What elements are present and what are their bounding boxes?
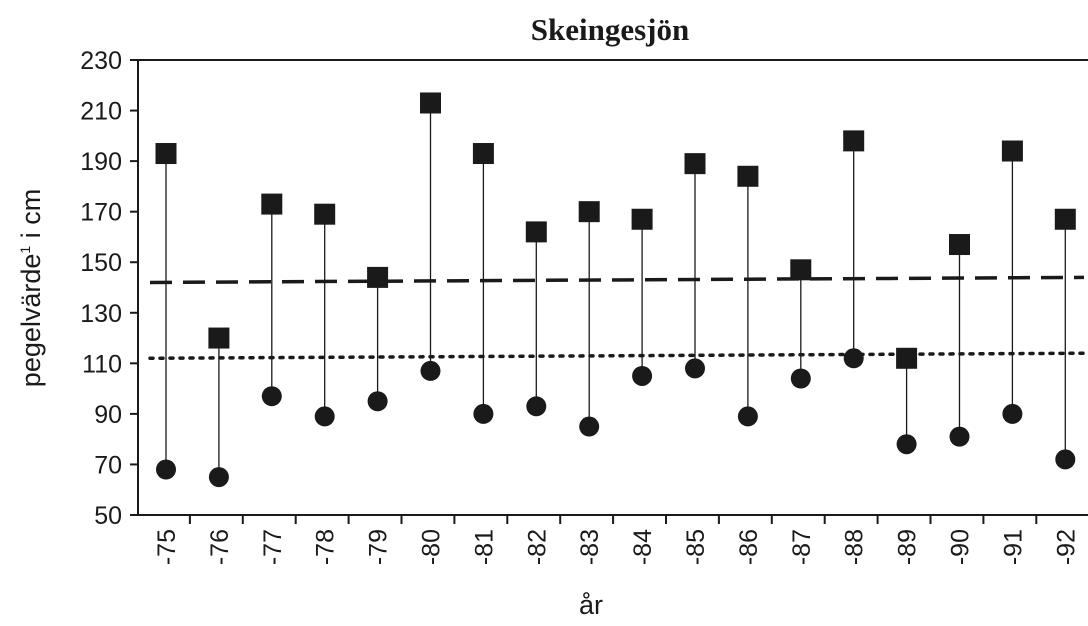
square-marker: [420, 92, 441, 114]
square-marker: [737, 165, 759, 187]
square-marker: [843, 130, 865, 152]
square-marker: [314, 203, 336, 225]
mean-low-line: [148, 351, 1086, 361]
square-marker: [631, 208, 653, 230]
x-axis-label: år: [579, 590, 603, 620]
reference-lines: [148, 275, 1086, 361]
x-tick-label: -75: [153, 529, 181, 565]
y-tick-label: 210: [80, 98, 122, 126]
y-axis-label-text: pegelvärde: [16, 254, 46, 388]
circle-marker: [579, 416, 600, 437]
x-tick-label: -89: [894, 529, 922, 565]
x-tick-label: -87: [788, 529, 816, 565]
circle-marker: [737, 406, 758, 427]
square-marker: [949, 234, 970, 256]
x-tick-label: -91: [999, 529, 1027, 565]
circle-marker: [685, 358, 705, 379]
x-ticks: -75 -76 -77 -78 -79 -80 -81 -82 -83 -84 -85 -86 -87-…: [153, 515, 1080, 565]
circle-marker: [896, 434, 917, 455]
x-tick-label: -76: [206, 529, 234, 565]
y-tick-label: 110: [82, 350, 122, 378]
chart-title: Skeingesjön: [531, 12, 689, 47]
y-tick-label: 130: [80, 300, 122, 328]
x-tick-label: -81: [470, 529, 498, 565]
y-tick-label: 170: [80, 199, 122, 227]
y-ticks: 50 70 90 110 130 150 170 190 210 230: [80, 47, 138, 530]
circle-marker: [156, 459, 176, 480]
x-tick-label: -92: [1052, 529, 1080, 565]
square-marker: [790, 259, 812, 281]
circle-marker: [261, 386, 282, 407]
y-axis-label-unit: i cm: [16, 189, 46, 246]
x-tick-label: -77: [259, 529, 287, 565]
circle-marker: [632, 365, 653, 386]
x-tick-label: -79: [365, 529, 393, 565]
x-tick-label: -86: [735, 529, 763, 565]
y-tick-label: 190: [80, 148, 122, 176]
circle-marker: [843, 348, 864, 369]
square-marker: [1054, 208, 1076, 230]
circle-marker: [314, 406, 335, 427]
y-tick-label: 50: [94, 502, 122, 530]
y-tick-label: 90: [94, 401, 122, 429]
square-marker: [1001, 140, 1023, 162]
circle-marker: [1055, 449, 1076, 470]
x-tick-label: -90: [947, 529, 975, 565]
x-tick-label: -85: [682, 529, 710, 565]
square-marker: [684, 153, 706, 175]
circle-marker: [367, 391, 388, 412]
mean-high-line: [149, 275, 1085, 285]
y-axis-label-superscript: 1: [17, 246, 33, 254]
y-tick-label: 150: [80, 249, 122, 277]
data-markers: [155, 92, 1076, 488]
x-tick-label: -80: [418, 529, 446, 565]
x-tick-label: -82: [523, 529, 551, 565]
square-marker: [896, 347, 918, 369]
circle-marker: [1002, 403, 1023, 424]
x-tick-label: -84: [629, 529, 657, 565]
square-marker: [367, 266, 389, 288]
y-tick-label: 70: [94, 451, 122, 479]
circle-marker: [790, 368, 811, 389]
circle-marker: [949, 426, 970, 447]
circle-marker: [473, 403, 494, 424]
y-axis-label: pegelvärde1 i cm: [16, 189, 46, 387]
square-marker: [525, 221, 547, 243]
x-tick-label: -83: [576, 529, 604, 565]
circle-marker: [420, 360, 441, 381]
circle-marker: [208, 467, 229, 488]
x-tick-label: -88: [841, 529, 869, 565]
circle-marker: [526, 396, 547, 417]
range-stems: [165, 102, 1066, 478]
y-tick-label: 230: [80, 47, 122, 75]
x-tick-label: -78: [312, 529, 340, 565]
square-marker: [261, 193, 283, 215]
square-marker: [472, 143, 494, 165]
plot-area: 50 70 90 110 130 150 170 190 210 230 -75 -76 -77 -78…: [80, 47, 1088, 565]
square-marker: [208, 327, 230, 349]
square-marker: [578, 201, 600, 223]
square-marker: [155, 143, 177, 165]
